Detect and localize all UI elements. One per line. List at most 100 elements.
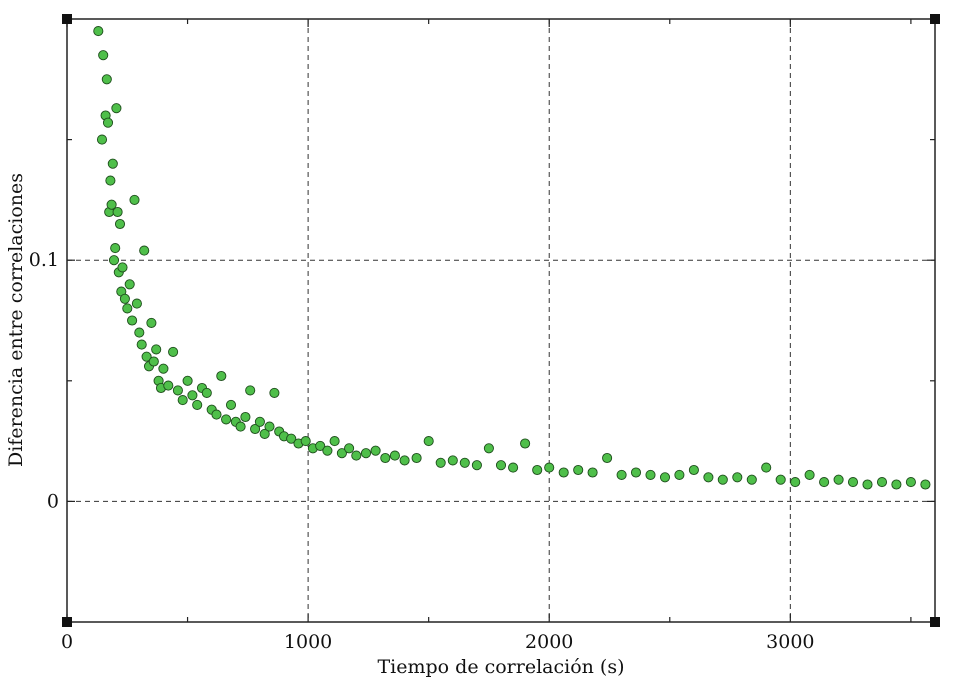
data-point: [264, 421, 275, 432]
data-point: [790, 477, 801, 488]
data-point: [102, 117, 114, 128]
data-point: [127, 315, 138, 326]
data-point: [732, 472, 743, 483]
data-point: [146, 317, 157, 328]
data-point: [819, 477, 830, 488]
data-point: [336, 448, 347, 459]
x-tick-label: 2000: [525, 631, 573, 653]
data-point: [96, 134, 108, 145]
data-point: [129, 194, 140, 205]
data-point: [182, 375, 193, 386]
data-point: [101, 74, 112, 85]
data-point: [141, 351, 152, 362]
data-point: [134, 327, 145, 338]
data-point: [616, 469, 627, 480]
data-point: [423, 436, 434, 447]
data-point: [111, 103, 122, 114]
data-point: [105, 175, 116, 186]
data-point: [573, 464, 584, 476]
data-point: [93, 26, 104, 37]
data-point: [920, 479, 931, 490]
data-point: [876, 477, 888, 488]
x-tick-label: 1000: [284, 631, 332, 653]
data-point: [891, 479, 902, 490]
data-point: [688, 464, 699, 476]
data-point: [389, 450, 400, 461]
data-point: [380, 452, 391, 464]
data-point: [360, 448, 372, 459]
y-axis-label: Diferencia entre correlaciones: [5, 173, 27, 467]
data-point: [674, 469, 685, 480]
data-point: [508, 462, 519, 473]
data-point: [746, 474, 757, 485]
data-point: [163, 380, 174, 391]
x-tick-label: 3000: [766, 631, 814, 653]
data-point: [245, 385, 256, 396]
data-point: [172, 385, 183, 396]
data-point: [216, 370, 227, 382]
data-point: [495, 460, 507, 471]
data-point: [235, 421, 246, 432]
data-point: [775, 474, 786, 485]
data-point: [98, 50, 109, 61]
data-point: [211, 409, 222, 420]
corner-marker: [930, 617, 940, 627]
data-point: [602, 452, 613, 464]
data-point: [124, 279, 135, 290]
y-tick-label: 0: [47, 490, 59, 512]
frame-corners: [62, 14, 940, 627]
plot-frame: [66, 18, 936, 623]
x-tick-labels: 0 1000 2000 3000: [61, 631, 815, 653]
data-point: [351, 450, 362, 461]
data-point: [645, 469, 656, 480]
data-point: [187, 390, 198, 401]
data-point: [136, 339, 147, 350]
data-point: [459, 457, 470, 468]
data-point: [106, 199, 117, 210]
data-point: [322, 445, 333, 456]
y-tick-label: 0.1: [29, 249, 59, 271]
gridlines: [67, 19, 935, 622]
data-point: [761, 462, 772, 473]
data-point: [112, 206, 123, 218]
corner-marker: [930, 14, 940, 24]
data-point: [269, 387, 280, 398]
data-point: [532, 464, 543, 476]
data-points: [93, 26, 931, 490]
data-point: [131, 298, 142, 309]
data-point: [717, 474, 728, 485]
data-point: [254, 416, 265, 427]
data-point: [329, 436, 340, 447]
data-point: [447, 455, 458, 466]
data-point: [240, 411, 251, 423]
data-point: [158, 363, 169, 374]
data-point: [587, 467, 598, 478]
data-point: [250, 423, 261, 435]
data-point: [192, 399, 203, 410]
data-point: [833, 474, 844, 485]
data-point: [225, 399, 237, 410]
corner-marker: [62, 617, 72, 627]
data-point: [471, 460, 482, 471]
data-point: [286, 433, 297, 444]
data-point: [201, 387, 212, 398]
data-point: [344, 443, 355, 454]
data-point: [139, 245, 150, 256]
data-point: [117, 262, 128, 273]
x-tick-label: 0: [61, 631, 73, 653]
corner-marker: [62, 14, 72, 24]
data-point: [905, 477, 916, 488]
data-point: [148, 356, 159, 367]
data-point: [659, 472, 671, 483]
data-point: [221, 414, 232, 425]
x-axis-label: Tiempo de correlación (s): [378, 656, 625, 678]
data-point: [630, 467, 642, 478]
data-point: [107, 158, 118, 169]
data-point: [177, 395, 188, 406]
data-point: [315, 440, 326, 451]
data-point: [520, 438, 531, 449]
y-tick-labels: 00.1: [29, 249, 59, 512]
data-point: [558, 467, 569, 478]
data-point: [544, 462, 555, 473]
